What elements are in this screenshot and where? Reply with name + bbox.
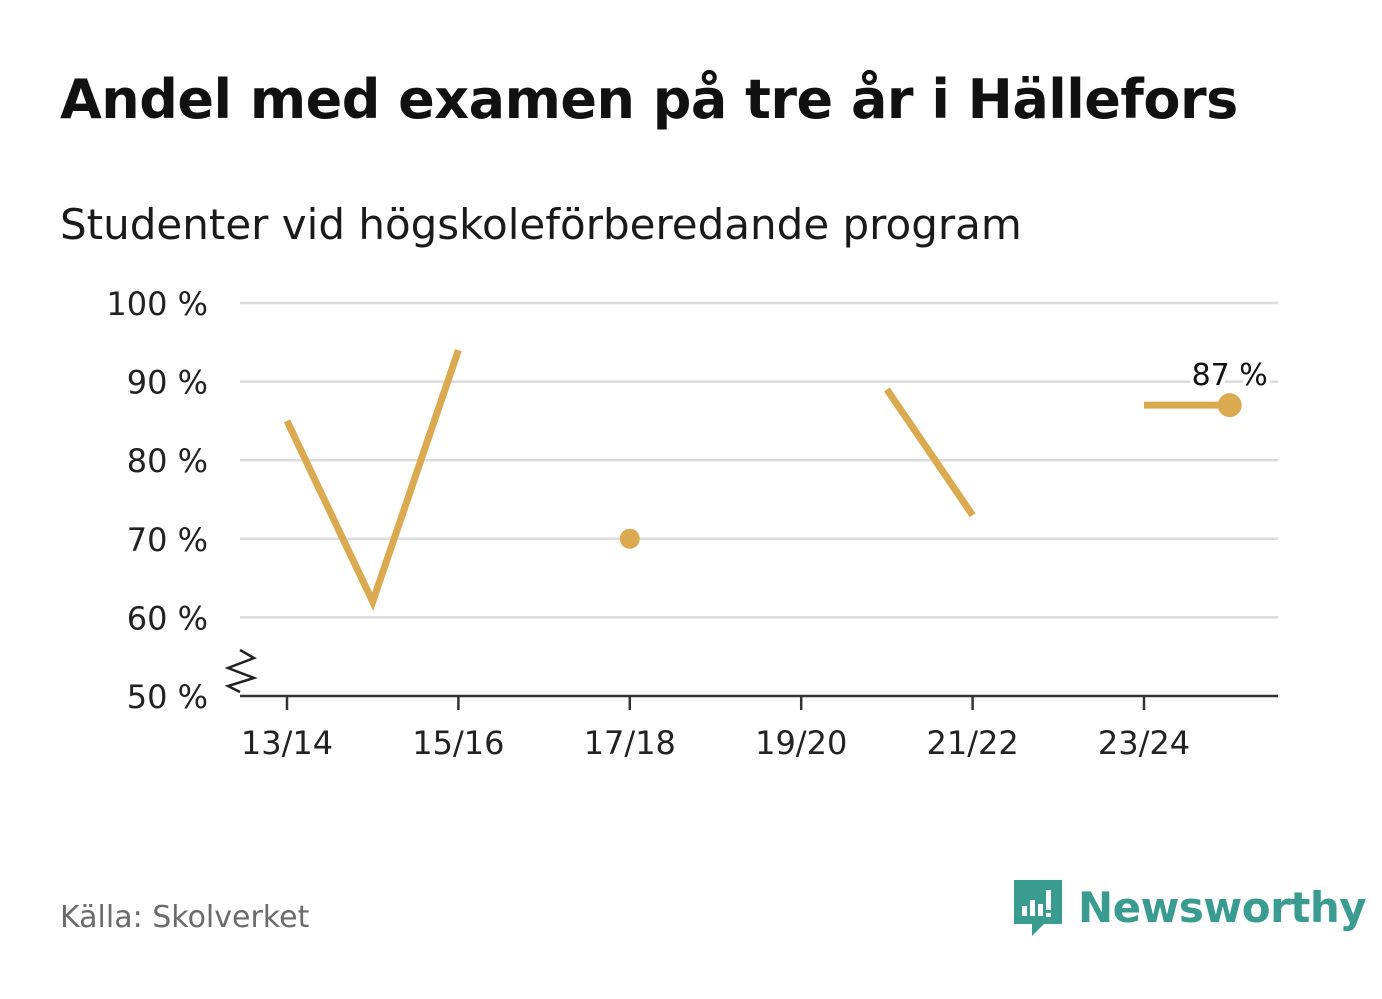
labels: 50 % 60 % 70 % 80 % 90 % 100 % 13/14 15/16 17/18… [106, 285, 1271, 762]
x-tick-label: 21/22 [926, 724, 1018, 762]
brand-name: Newsworthy [1078, 882, 1367, 932]
data-series [283, 349, 1242, 611]
series-line [283, 349, 462, 611]
chart-subtitle: Studenter vid högskoleförberedande progr… [60, 200, 1022, 249]
x-tick-label: 23/24 [1098, 724, 1190, 762]
y-tick-label: 100 % [106, 285, 208, 323]
newsworthy-logo: Newsworthy [1010, 876, 1367, 938]
series-line [884, 387, 976, 518]
x-tick-label: 19/20 [755, 724, 847, 762]
source-note: Källa: Skolverket [60, 900, 310, 935]
last-value-marker [1217, 393, 1242, 418]
y-tick-label: 50 % [127, 678, 208, 716]
x-tick-label: 13/14 [241, 724, 333, 762]
axes [224, 648, 1278, 710]
y-tick-label: 70 % [127, 521, 208, 559]
last-value-label: 87 % [1192, 358, 1268, 393]
x-tick-label: 17/18 [584, 724, 676, 762]
chat-bar-chart-icon [1014, 880, 1062, 936]
data-point [619, 528, 640, 549]
gridlines [240, 301, 1278, 619]
y-tick-label: 60 % [127, 599, 208, 637]
y-tick-label: 90 % [127, 364, 208, 402]
axis-break-icon [224, 648, 258, 694]
chart-title: Andel med examen på tre år i Hällefors [60, 68, 1238, 131]
y-tick-label: 80 % [127, 442, 208, 480]
x-tick-label: 15/16 [412, 724, 504, 762]
